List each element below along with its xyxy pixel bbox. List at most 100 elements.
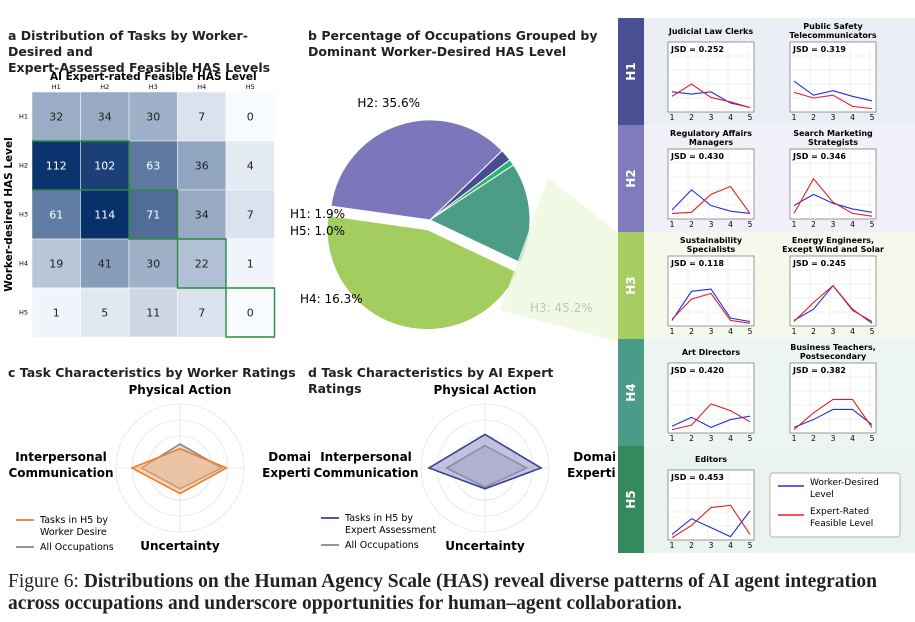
- plot-title: Public Safety: [803, 22, 863, 31]
- plot-line-expert: [671, 403, 751, 431]
- radar-label-uncertainty: Uncertainty: [140, 539, 220, 553]
- heatmap-cell-value: 112: [46, 160, 67, 173]
- plot-line-expert: [671, 185, 751, 214]
- heatmap-x-tick: H2: [100, 83, 109, 91]
- heatmap-cell-value: 30: [146, 258, 160, 271]
- plot-jsd: JSD = 0.430: [670, 152, 724, 161]
- plot-line-worker: [671, 189, 751, 214]
- radar-chart-worker: Physical Action Domain Expertise Uncertaint…: [8, 383, 310, 553]
- heatmap-cell-value: 36: [195, 160, 209, 173]
- row-level-band: [618, 125, 644, 232]
- plot-line-expert: [793, 177, 873, 217]
- heatmap-cell: [80, 140, 130, 191]
- heatmap-cell: [177, 140, 227, 191]
- legend-label-expert: Feasible Level: [810, 519, 873, 529]
- plot-jsd: JSD = 0.453: [670, 473, 724, 482]
- row-level-label: H5: [624, 490, 638, 508]
- heatmap-y-tick: H3: [19, 211, 28, 219]
- legend-label-expert: Expert-Rated: [810, 507, 869, 517]
- pie-label-h1: H1: 1.9%: [290, 207, 345, 221]
- plot-title: Energy Engineers,: [792, 236, 874, 245]
- plot-x-tick: 2: [689, 220, 694, 229]
- heatmap-cell: [128, 287, 178, 338]
- small-multiples-chart: H1 Judicial Law Clerks JSD = 0.252 1 2 3 4 5 Pub…: [618, 18, 915, 553]
- plot-frame: [789, 41, 877, 113]
- radar-label-physical-action: Physical Action: [129, 383, 232, 397]
- heatmap-x-title: AI Expert-rated Feasible HAS Level: [50, 71, 257, 83]
- panel-b-title: b Percentage of Occupations Grouped by Do…: [308, 28, 598, 59]
- plot-x-tick: 4: [728, 113, 733, 122]
- row-level-band: [618, 232, 644, 339]
- heatmap-cell-value: 1: [53, 307, 60, 320]
- plot-line-expert: [793, 398, 873, 431]
- plot-x-tick: 4: [850, 434, 855, 443]
- panel-c-title: c Task Characteristics by Worker Ratings: [8, 365, 296, 380]
- heatmap-cell: [80, 238, 130, 289]
- heatmap-cell-value: 7: [198, 111, 205, 124]
- plot-x-tick: 2: [811, 220, 816, 229]
- plot-x-tick: 3: [709, 434, 714, 443]
- row-level-band: [618, 446, 644, 553]
- plot-title: Judicial Law Clerks: [668, 27, 754, 36]
- row-level-label: H2: [624, 169, 638, 187]
- plot-title: Except Wind and Solar: [782, 245, 884, 254]
- plot-title: Specialists: [687, 245, 736, 254]
- plot-line-expert: [671, 504, 751, 539]
- plot-title: Sustainability: [680, 236, 743, 245]
- plot-x-tick: 4: [728, 434, 733, 443]
- plot-line-worker: [793, 80, 873, 102]
- heatmap-cell: [177, 287, 227, 338]
- plot-line-expert: [793, 284, 873, 322]
- plot-x-tick: 5: [748, 113, 753, 122]
- plot-x-tick: 2: [811, 327, 816, 336]
- radar-series-area: [427, 433, 543, 490]
- plot-x-tick: 1: [792, 327, 797, 336]
- radar-label-expertise: Expertise: [567, 466, 615, 480]
- heatmap-cell-value: 71: [146, 209, 160, 222]
- figure-caption: Figure 6: Distributions on the Human Age…: [8, 571, 877, 614]
- plot-x-tick: 3: [709, 541, 714, 550]
- legend-box: [769, 472, 901, 538]
- plot-x-tick: 1: [670, 434, 675, 443]
- plot-x-tick: 3: [709, 113, 714, 122]
- plot-x-tick: 1: [792, 113, 797, 122]
- row-level-label: H1: [624, 62, 638, 80]
- plot-x-tick: 5: [748, 327, 753, 336]
- plot-line-expert: [793, 91, 873, 110]
- heatmap-cell-value: 30: [146, 111, 160, 124]
- legend-label-worker: Level: [810, 490, 834, 500]
- plot-x-tick: 5: [870, 434, 875, 443]
- plot-x-tick: 2: [689, 327, 694, 336]
- plot-x-tick: 3: [831, 434, 836, 443]
- heatmap-y-tick: H1: [19, 113, 28, 121]
- pie-slice-h3: [326, 215, 519, 331]
- row-level-label: H3: [624, 276, 638, 294]
- radar-label-communication: Communication: [8, 466, 113, 480]
- plot-title: Business Teachers,: [790, 343, 876, 352]
- row-level-band: [618, 339, 644, 446]
- pie-label-h5: H5: 1.0%: [290, 224, 345, 238]
- radar-legend-label: All Occupations: [345, 540, 419, 551]
- heatmap-diagonal-outline: [32, 140, 276, 338]
- plot-x-tick: 5: [870, 327, 875, 336]
- heatmap-cell-value: 61: [49, 209, 63, 222]
- pie-label-h2: H2: 35.6%: [357, 96, 420, 110]
- heatmap-cell: [31, 189, 81, 240]
- heatmap-cell-value: 32: [49, 111, 63, 124]
- heatmap-cell: [31, 287, 81, 338]
- heatmap-x-tick: H3: [149, 83, 158, 91]
- plot-x-tick: 5: [748, 541, 753, 550]
- heatmap-cell-value: 5: [101, 307, 108, 320]
- radar-label-physical-action: Physical Action: [434, 383, 537, 397]
- heatmap-y-title: Worker-desired HAS Level: [3, 137, 15, 291]
- plot-title: Regulatory Affairs: [670, 129, 752, 138]
- row-level-label: H4: [624, 383, 638, 401]
- plot-x-tick: 4: [850, 220, 855, 229]
- plot-title: Editors: [695, 455, 727, 464]
- radar-legend-label: Worker Desire: [40, 527, 107, 538]
- radar-series-area: [130, 447, 229, 495]
- plot-title: Telecommunicators: [789, 31, 876, 40]
- plot-line-expert: [671, 83, 751, 109]
- heatmap-y-tick: H4: [19, 260, 28, 268]
- plot-x-tick: 5: [748, 434, 753, 443]
